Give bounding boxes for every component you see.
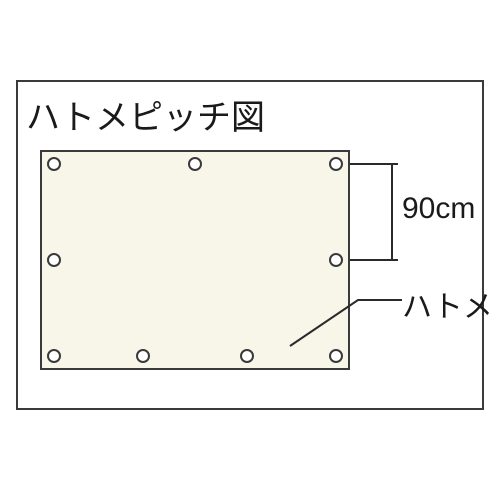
grommet-icon [136,349,150,363]
callout-label: ハトメ [402,282,493,326]
grommet-icon [329,157,343,171]
grommet-icon [188,157,202,171]
tarp-sheet [40,150,350,370]
diagram-title: ハトメピッチ図 [26,90,265,139]
grommet-icon [47,157,61,171]
grommet-icon [240,349,254,363]
grommet-icon [47,349,61,363]
grommet-icon [47,253,61,267]
dimension-label: 90cm [402,192,475,226]
diagram-canvas: ハトメピッチ図 90cm ハトメ [0,0,500,500]
grommet-icon [329,349,343,363]
grommet-icon [329,253,343,267]
dimension-line [391,164,393,260]
